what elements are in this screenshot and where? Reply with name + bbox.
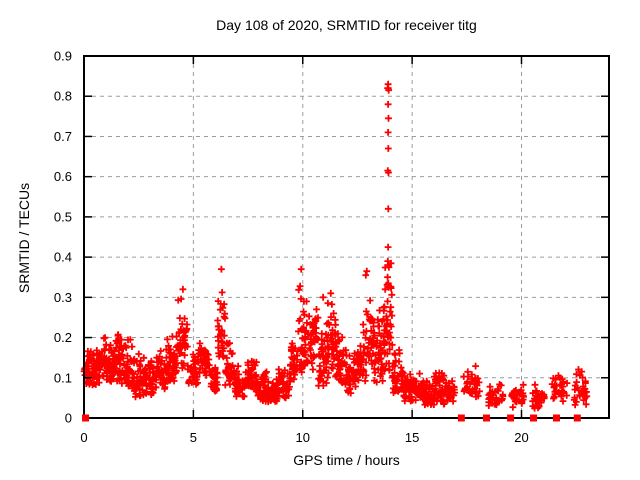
x-tick-label: 5 [190,430,197,445]
x-tick-label: 10 [296,430,310,445]
zero-marker [483,414,490,422]
x-tick-label: 20 [514,430,528,445]
zero-marker [457,414,465,422]
y-tick-label: 0.8 [54,89,72,104]
x-tick-label: 0 [80,430,87,445]
zero-marker [530,414,538,422]
zero-marker [507,414,515,422]
y-tick-label: 0.9 [54,49,72,64]
chart-title: Day 108 of 2020, SRMTID for receiver tit… [216,17,477,33]
y-tick-label: 0.3 [54,290,72,305]
y-tick-label: 0.2 [54,330,72,345]
y-tick-label: 0.5 [54,209,72,224]
plot-border [83,55,610,419]
zero-marker [573,414,581,422]
y-tick-label: 0.7 [54,129,72,144]
scatter-points [80,80,591,412]
x-axis-label: GPS time / hours [293,452,400,468]
y-tick-label: 0.4 [54,250,72,265]
x-tick-label: 15 [405,430,419,445]
y-tick-label: 0.1 [54,370,72,385]
zero-marker [82,414,90,422]
y-tick-label: 0 [65,411,72,426]
y-tick-label: 0.6 [54,169,72,184]
zero-marker [553,414,560,422]
